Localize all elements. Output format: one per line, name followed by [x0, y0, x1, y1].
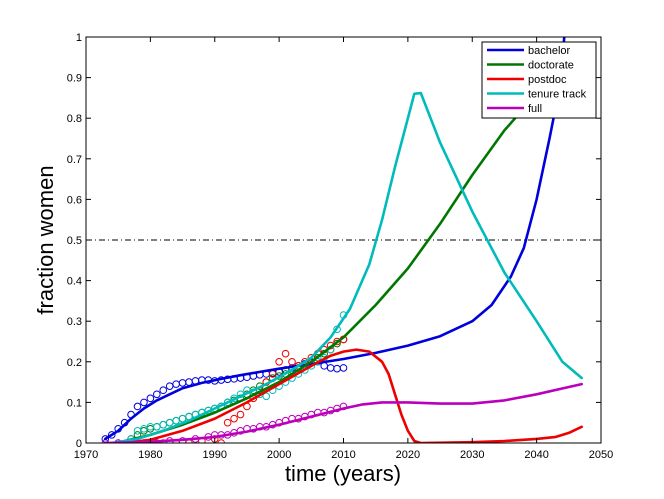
y-tick-label-0.1: 0.1 [67, 397, 82, 409]
model-curves-layer [104, 37, 583, 443]
y-tick-label-0.2: 0.2 [67, 357, 82, 369]
point-full-1 [114, 439, 122, 443]
point-tenure-track-22 [262, 392, 271, 401]
x-tick-label-2040: 2040 [524, 449, 548, 461]
x-tick-label-2050: 2050 [589, 449, 613, 461]
legend-label-tenure-track: tenure track [528, 89, 587, 101]
legend-label-full: full [528, 103, 542, 115]
x-tick-label-2020: 2020 [396, 449, 420, 461]
x-tick-label-1990: 1990 [203, 449, 227, 461]
point-bachelor-1 [107, 431, 116, 439]
point-postdoc-8 [223, 418, 232, 427]
x-tick-label-1970: 1970 [74, 449, 98, 461]
point-bachelor-7 [146, 394, 155, 403]
legend: bachelor doctorate postdoc tenure track full [481, 41, 597, 119]
point-postdoc-10 [236, 410, 245, 419]
y-tick-label-0.9: 0.9 [67, 73, 82, 85]
y-axis: 0 0.1 0.2 0.3 0.4 0.5 0.6 0.7 0.8 0.9 1 [67, 32, 601, 450]
y-tick-label-0: 0 [76, 438, 82, 450]
legend-label-postdoc: postdoc [528, 74, 567, 86]
point-bachelor-37 [339, 364, 348, 372]
y-tick-label-0.8: 0.8 [67, 113, 82, 125]
point-postdoc-18 [288, 358, 296, 366]
y-axis-label: fraction women [33, 165, 58, 314]
x-tick-label-2010: 2010 [331, 449, 355, 461]
line-full [104, 382, 583, 443]
point-bachelor-5 [133, 402, 142, 411]
line-tenure-track [110, 91, 583, 443]
y-tick-label-0.5: 0.5 [67, 235, 82, 247]
y-tick-label-0.7: 0.7 [67, 154, 82, 166]
point-postdoc-17 [281, 349, 290, 358]
point-postdoc-9 [230, 414, 238, 423]
x-tick-label-2000: 2000 [267, 449, 291, 461]
legend-label-bachelor: bachelor [528, 45, 571, 57]
point-postdoc-7 [217, 439, 225, 443]
y-tick-label-0.6: 0.6 [67, 194, 82, 206]
y-tick-label-0.4: 0.4 [67, 276, 82, 288]
x-axis: 1970 1980 1990 2000 2010 2020 2030 2040 2050 [74, 37, 613, 461]
line-postdoc [123, 348, 583, 443]
y-tick-label-1: 1 [76, 32, 82, 44]
x-axis-label: time (years) [285, 461, 401, 486]
point-bachelor-8 [153, 390, 161, 399]
point-bachelor-6 [140, 398, 148, 407]
point-postdoc-16 [275, 358, 283, 366]
x-tick-label-1980: 1980 [138, 449, 162, 461]
legend-label-doctorate: doctorate [528, 60, 574, 72]
y-tick-label-0.3: 0.3 [67, 316, 82, 328]
x-tick-label-2030: 2030 [460, 449, 484, 461]
point-bachelor-9 [159, 386, 168, 395]
point-full-4 [153, 439, 161, 443]
